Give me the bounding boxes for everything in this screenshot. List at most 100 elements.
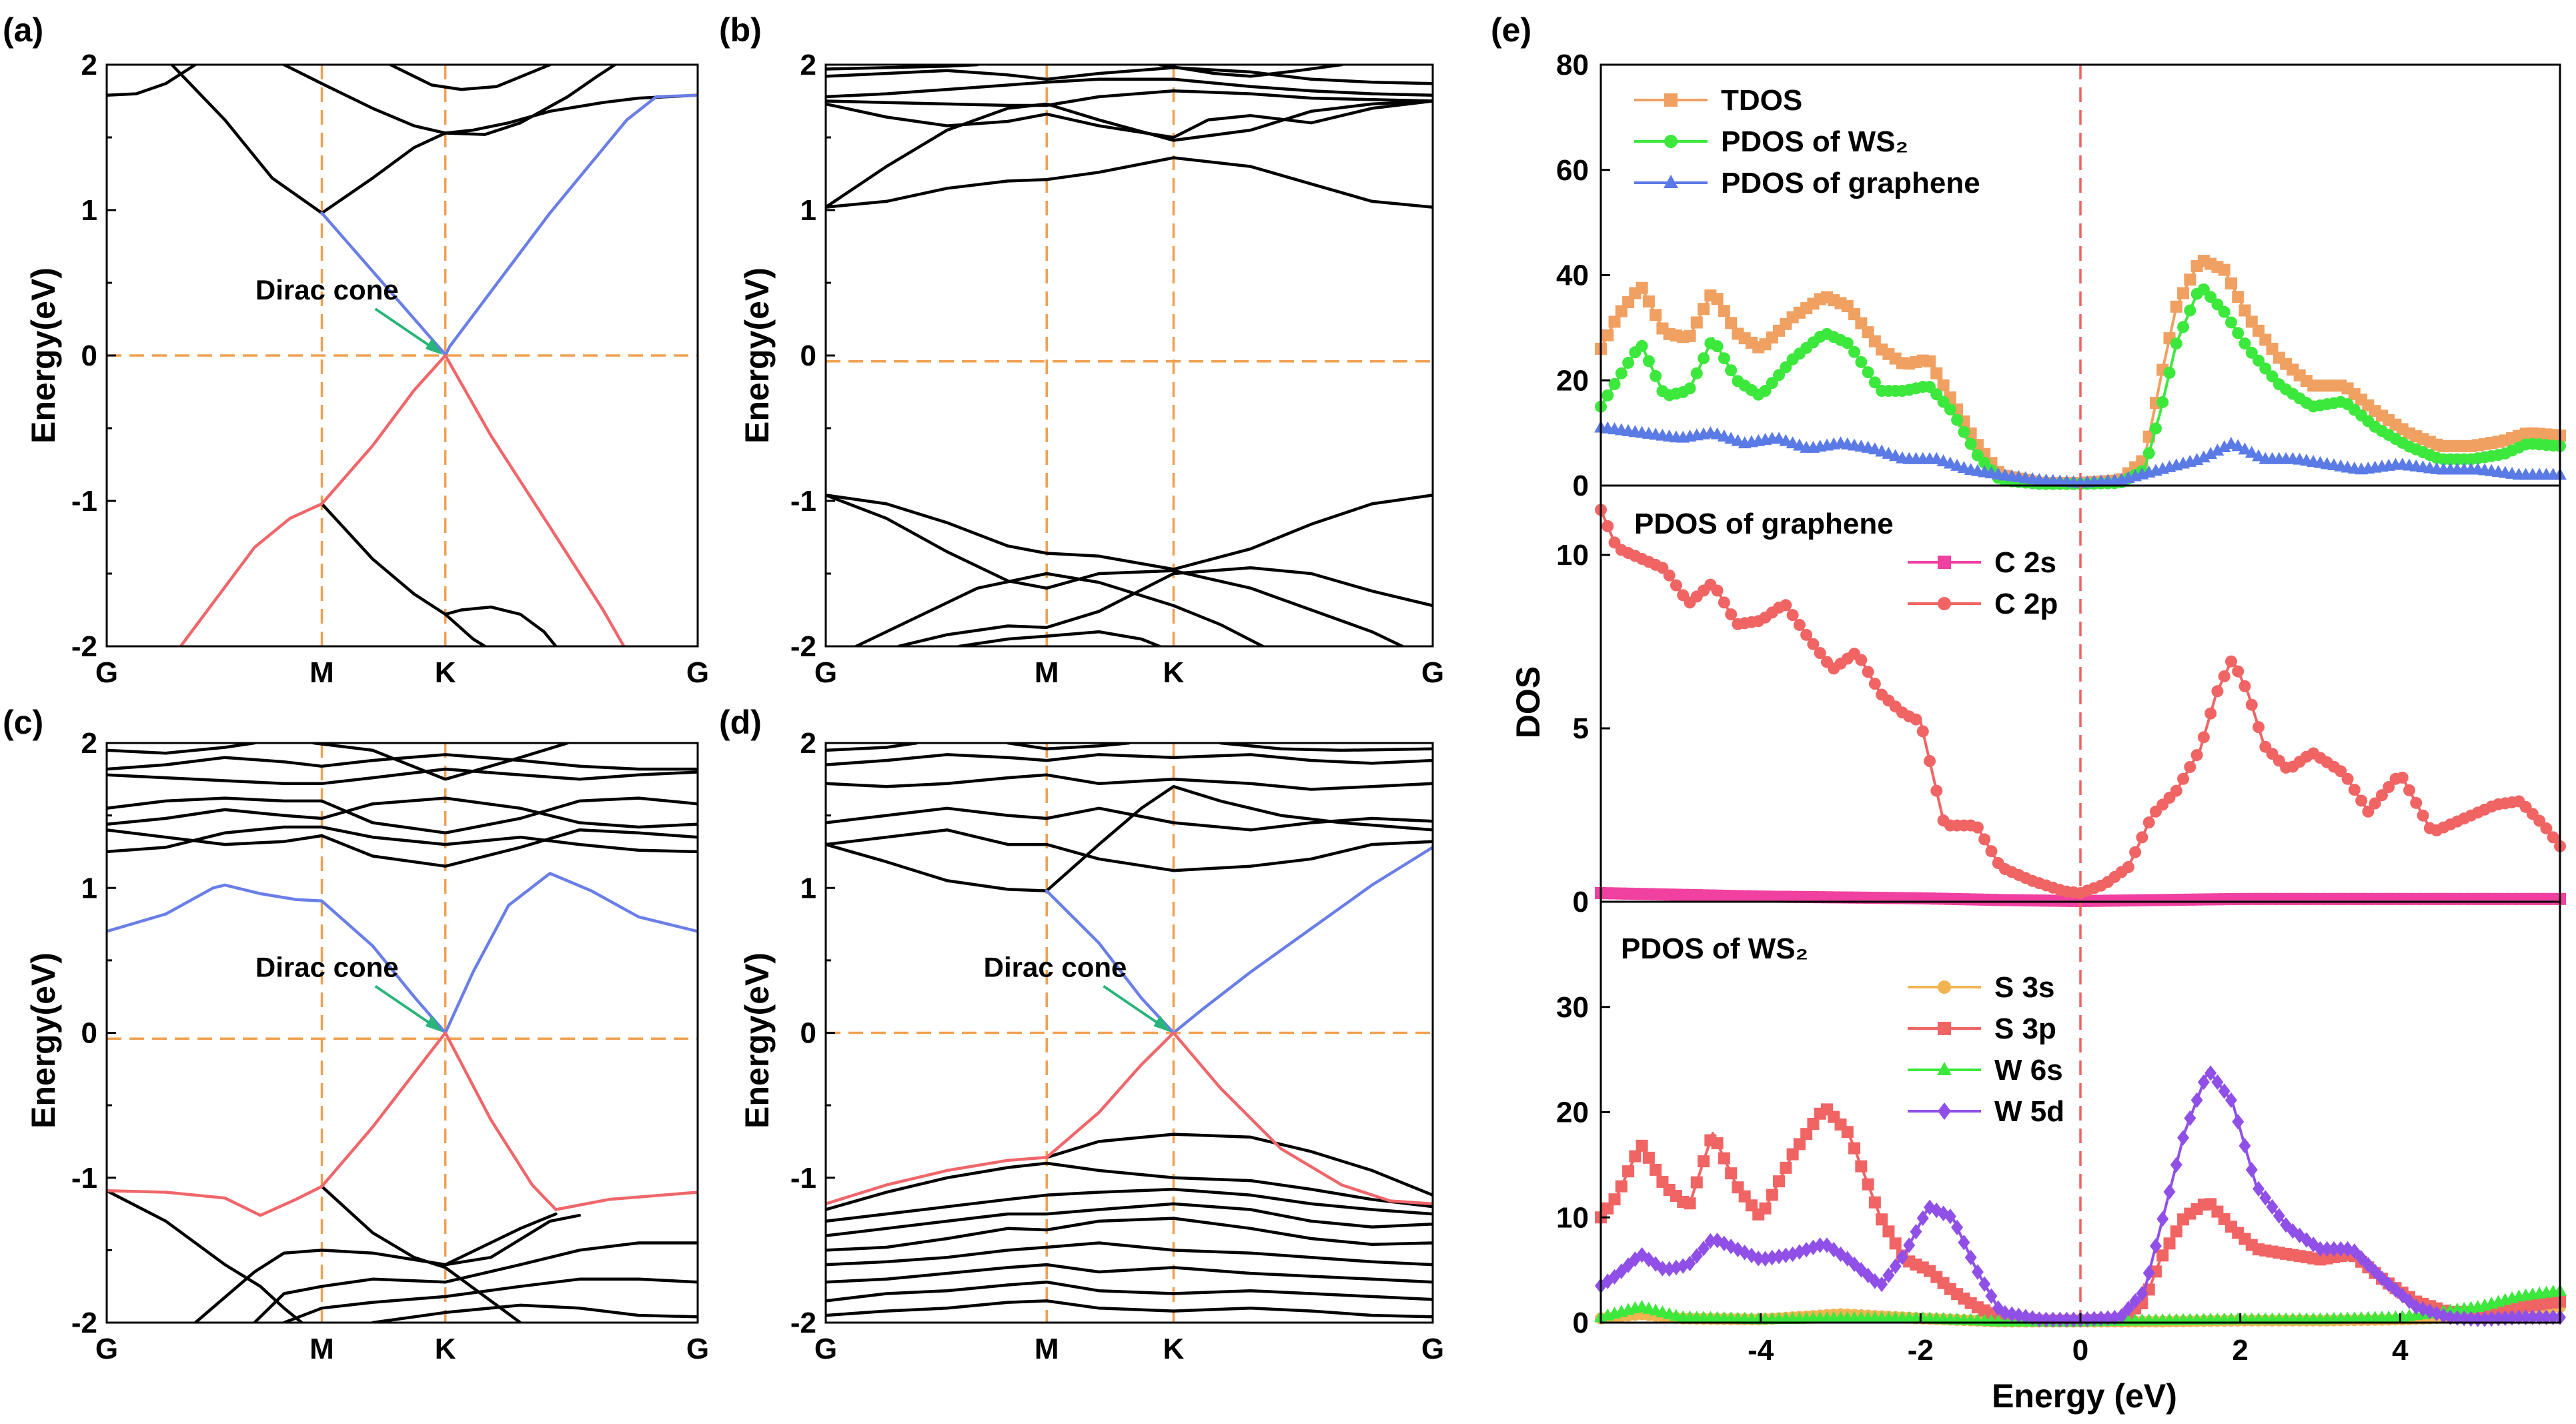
band-line-cb-3	[826, 828, 1433, 872]
band-line-vb-2	[826, 1161, 1433, 1211]
dos-marker	[1642, 1151, 1655, 1164]
band-line-cb-5	[826, 77, 1433, 99]
band-panel-a: -2 -1 0 1 2 G M K G Dirac cone	[71, 49, 709, 689]
dos-marker	[2156, 1249, 2169, 1262]
dos-marker	[2163, 1237, 2176, 1250]
kpoint-label-K: K	[1163, 1333, 1185, 1365]
band-line-cb-8	[107, 825, 698, 854]
y-tick-label: -2	[790, 1307, 816, 1339]
dos-marker	[1684, 1197, 1696, 1210]
band-line-vb-5	[957, 630, 1161, 646]
dos-marker	[1704, 1233, 1717, 1249]
dos-marker	[2245, 346, 2258, 359]
y-tick-label: 0	[81, 339, 97, 372]
dos-marker	[1615, 1180, 1628, 1193]
dos-marker	[2177, 321, 2190, 333]
dos-marker	[1725, 1167, 1738, 1180]
dos-marker	[2197, 1074, 2210, 1091]
dos-panel-e-mid: 0 5 10 C 2s C 2p	[1556, 484, 2566, 918]
dos-marker	[1615, 305, 1628, 317]
band-line-cb-2	[1045, 784, 1433, 892]
dos-marker	[2355, 1250, 2368, 1266]
y-tick-label: 0	[800, 1017, 816, 1050]
dos-marker	[1711, 293, 1724, 305]
band-line-cb-3	[826, 99, 1433, 139]
dos-marker	[1855, 355, 1868, 368]
band-line-band-6	[444, 605, 558, 646]
dos-marker	[1814, 647, 1826, 660]
dos-marker	[1855, 317, 1868, 329]
band-line-cb-8	[1158, 65, 1343, 78]
dos-marker	[2252, 449, 2265, 462]
dos-marker	[1793, 1138, 1806, 1151]
y-axis-title-b: Energy(eV)	[738, 267, 776, 444]
band-line-vb-6	[371, 1303, 698, 1323]
dos-marker	[2238, 680, 2251, 692]
dos-marker	[2197, 731, 2210, 744]
y-tick-label: 0	[1573, 1307, 1589, 1339]
y-axis-title-c: Energy(eV)	[25, 952, 62, 1129]
band-line-vb-2	[826, 494, 1404, 646]
dos-marker	[2369, 797, 2381, 810]
bands	[107, 65, 698, 646]
dos-marker	[1670, 579, 1682, 592]
dos-marker	[1978, 1276, 1991, 1292]
dos-marker	[2513, 1309, 2525, 1325]
dos-marker	[1636, 1139, 1648, 1152]
band-line-vb-4	[826, 1202, 1433, 1237]
dos-marker	[2204, 1065, 2217, 1081]
y-axis-title-a: Energy(eV)	[25, 267, 62, 444]
dos-marker	[2184, 304, 2196, 317]
dos-marker	[1780, 1247, 1792, 1263]
dos-marker	[1910, 1223, 1922, 1240]
dos-marker	[1800, 1128, 1813, 1141]
dos-marker	[1820, 1237, 1833, 1253]
dos-marker	[1698, 303, 1710, 315]
y-tick-label: -1	[71, 1162, 97, 1195]
dos-marker	[1924, 755, 1936, 768]
dos-marker	[2383, 781, 2395, 794]
y-tick-label: 40	[1556, 259, 1589, 292]
dos-marker	[1690, 316, 1703, 329]
panel-tag-c: (c)	[3, 704, 43, 741]
dos-marker	[2142, 1265, 2155, 1281]
dos-marker	[1780, 599, 1792, 612]
dos-marker	[1608, 1193, 1621, 1206]
kpoint-label-K: K	[435, 1333, 456, 1365]
dos-marker	[1732, 1181, 1744, 1194]
dos-marker	[2369, 1263, 2381, 1280]
dos-marker	[2492, 1311, 2505, 1327]
legend-marker	[1938, 1022, 1951, 1035]
dos-marker	[2245, 698, 2258, 711]
dos-marker	[1807, 1117, 1820, 1130]
dos-marker	[2244, 446, 2259, 458]
dos-marker	[1930, 367, 1943, 380]
y-tick-label: 1	[81, 872, 97, 904]
panel-tag-a: (a)	[3, 11, 43, 49]
dos-marker	[2232, 665, 2244, 678]
dos-marker	[1786, 609, 1799, 622]
dos-marker	[1848, 345, 1861, 358]
band-line-cb-6	[826, 753, 1433, 766]
panel-tag-b: (b)	[719, 11, 762, 49]
dos-marker	[2403, 784, 2416, 796]
dos-marker	[2396, 771, 2409, 784]
annotation-label: Dirac cone	[255, 952, 399, 983]
dos-marker	[2410, 796, 2423, 809]
dos-marker	[2012, 1307, 2025, 1323]
dos-marker	[1971, 821, 1984, 834]
legend-item-S 3s: S 3s	[1908, 971, 2055, 1004]
annotation-label: Dirac cone	[984, 952, 1127, 983]
dos-marker	[1718, 1152, 1730, 1165]
dos-marker	[1868, 678, 1881, 690]
dos-marker	[2156, 1211, 2169, 1227]
subplot-title-graphene: PDOS of graphene	[1634, 508, 1894, 540]
legend-label: W 5d	[1994, 1095, 2064, 1128]
dos-marker	[1642, 355, 1655, 368]
y-tick-label: -2	[71, 1307, 97, 1339]
y-tick-label: 20	[1556, 1097, 1589, 1129]
dos-marker	[1786, 1148, 1799, 1161]
dos-marker	[1868, 1196, 1881, 1209]
dos-marker	[1698, 352, 1710, 365]
dos-marker	[2252, 721, 2265, 734]
